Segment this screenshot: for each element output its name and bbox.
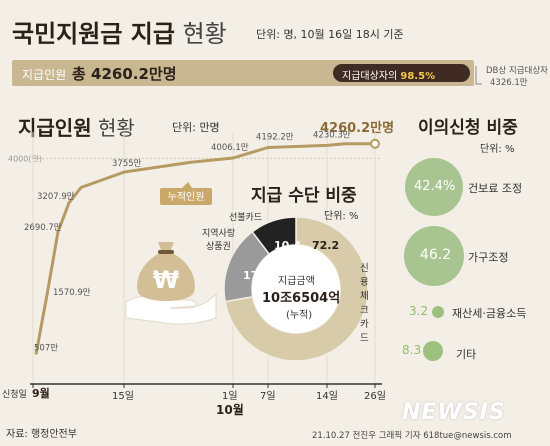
x-label-14: 14일: [316, 391, 338, 402]
line-data-label: 4192.2만: [256, 133, 294, 143]
pie-unit: 단위: %: [324, 211, 359, 222]
line-title-bold: 지급인원: [18, 116, 92, 140]
bubble-other: [423, 341, 443, 361]
x-label-start: 신청일: [2, 390, 27, 400]
line-data-label: 3207.9만: [37, 192, 75, 202]
footer: [0, 416, 550, 446]
pie-label-credit: 신용체크카드: [360, 263, 369, 344]
pie-label-local-1: 지역사랑: [202, 229, 236, 239]
bubble-value-health: 42.4%: [414, 179, 456, 194]
pie-center-label1: 지급금액: [278, 276, 315, 287]
bubble-title: 이의신청 비중: [418, 118, 518, 138]
pie-value-label: 10.4: [274, 239, 301, 252]
bubble-unit: 단위: %: [480, 144, 515, 155]
db-note-line2: 4326.1만: [490, 78, 528, 88]
y-tick-4000: 4000(만): [8, 154, 42, 163]
bubble-health: [405, 158, 463, 216]
line-data-label: 2690.7만: [24, 223, 62, 233]
pie-value-label: 72.2: [312, 239, 339, 252]
page-title: 국민지원금 지급 현황: [12, 14, 227, 49]
bubble-household: [404, 226, 464, 286]
pie-title: 지급 수단 비중: [251, 186, 357, 206]
bubble-label-other: 기타: [456, 348, 477, 361]
x-label-26: 26일: [364, 391, 386, 402]
pie-label-prepaid: 선불카드: [229, 213, 263, 223]
pie-center-label2: (누적): [286, 310, 313, 321]
money-bag-icon: [137, 242, 195, 301]
line-data-label: 507만: [34, 344, 58, 354]
x-label-15: 15일: [112, 391, 134, 402]
bubble-property: [432, 306, 444, 318]
banner-value: 총 4260.2만명: [72, 65, 177, 83]
series-label-text: 누적인원: [168, 191, 205, 203]
page-title-light: 현황: [182, 20, 227, 48]
bubble-label-health: 건보료 조정: [468, 182, 523, 195]
money-bag-illustration: ₩: [125, 242, 217, 325]
line-data-label: 4230.3만: [313, 130, 351, 140]
bubble-value-property: 3.2: [409, 304, 429, 318]
bubble-value-household: 46.2: [420, 247, 452, 263]
page-title-bold: 국민지원금 지급: [12, 20, 175, 48]
series-end-marker: [370, 138, 380, 149]
series-label-pointer: [182, 182, 192, 188]
x-label-sep: 9월: [32, 387, 50, 400]
footer-logo: NEWSIS: [402, 400, 506, 425]
series-label-box: [160, 188, 212, 205]
won-sign-icon: ₩: [153, 266, 180, 294]
ratio-value: 98.5%: [400, 71, 436, 82]
ratio-pill: [333, 64, 470, 82]
line-data-label: 3755만: [112, 159, 142, 169]
banner-label: 지급인원: [22, 68, 67, 82]
ratio-label: 지급대상자의: [342, 71, 398, 82]
bubble-label-property: 재산세·금융소득: [452, 307, 527, 320]
pie-center: [252, 245, 340, 333]
line-unit: 단위: 만명: [172, 121, 220, 134]
pie-value-label: 17.4: [243, 269, 270, 282]
line-final-label: 4260.2만명: [320, 121, 395, 136]
db-note-bracket: [475, 66, 482, 85]
line-data-label: 1570.9만: [53, 288, 91, 298]
pie-center-value: 10조6504억: [262, 291, 341, 306]
ratio-pill-text: 지급대상자의 98.5%: [342, 67, 435, 82]
footer-credit: 21.10.27 전진우 그래픽 기자 618tue@newsis.com: [312, 431, 512, 441]
line-section-title: 지급인원 현황: [18, 112, 135, 141]
series-line-cumulative: [34, 142, 375, 355]
line-data-label: 4006.1만: [211, 143, 249, 153]
x-label-oct-month: 10월: [216, 403, 244, 417]
bubble-label-household: 가구조정: [468, 251, 509, 264]
line-title-light: 현황: [97, 116, 135, 140]
footer-source: 자료: 행정안전부: [6, 429, 77, 440]
unit-note: 단위: 명, 10월 16일 18시 기준: [256, 28, 404, 41]
db-note-line1: DB상 지급대상자: [486, 66, 548, 76]
bubble-value-other: 8.3: [402, 343, 422, 357]
x-label-oct1: 1일: [222, 391, 238, 402]
x-label-7: 7일: [260, 391, 276, 402]
pie-label-local-2: 상품권: [206, 242, 231, 252]
